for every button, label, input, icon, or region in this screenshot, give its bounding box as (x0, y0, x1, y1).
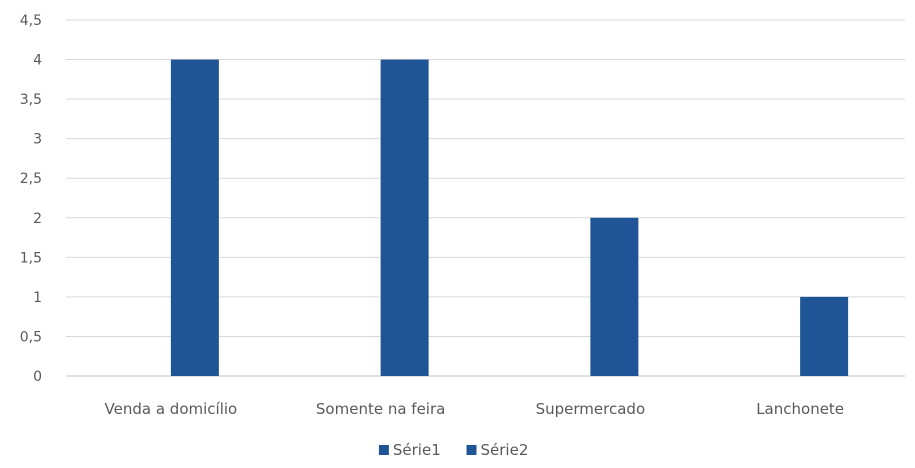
y-tick-label: 4 (33, 53, 42, 69)
bar (590, 217, 639, 376)
x-category-label: Supermercado (536, 400, 646, 418)
x-category-label: Venda a domicílio (105, 400, 238, 418)
y-tick-label: 0,5 (20, 329, 42, 345)
legend-swatch (466, 445, 477, 455)
y-tick-label: 3,5 (20, 92, 42, 108)
y-tick-label: 1,5 (20, 250, 42, 266)
y-tick-label: 1 (33, 290, 42, 306)
x-category-label: Lanchonete (756, 400, 844, 418)
y-tick-label: 4,5 (20, 13, 42, 29)
y-tick-label: 2,5 (20, 171, 42, 187)
x-category-label: Somente na feira (316, 400, 445, 418)
legend-swatch (378, 445, 389, 455)
bar (380, 59, 429, 377)
y-tick-label: 0 (33, 369, 42, 385)
legend-label: Série1 (393, 441, 441, 459)
y-tick-label: 3 (33, 132, 42, 148)
legend-label: Série2 (481, 441, 529, 459)
bar (170, 59, 219, 377)
bar (800, 296, 849, 376)
y-tick-label: 2 (33, 211, 42, 227)
